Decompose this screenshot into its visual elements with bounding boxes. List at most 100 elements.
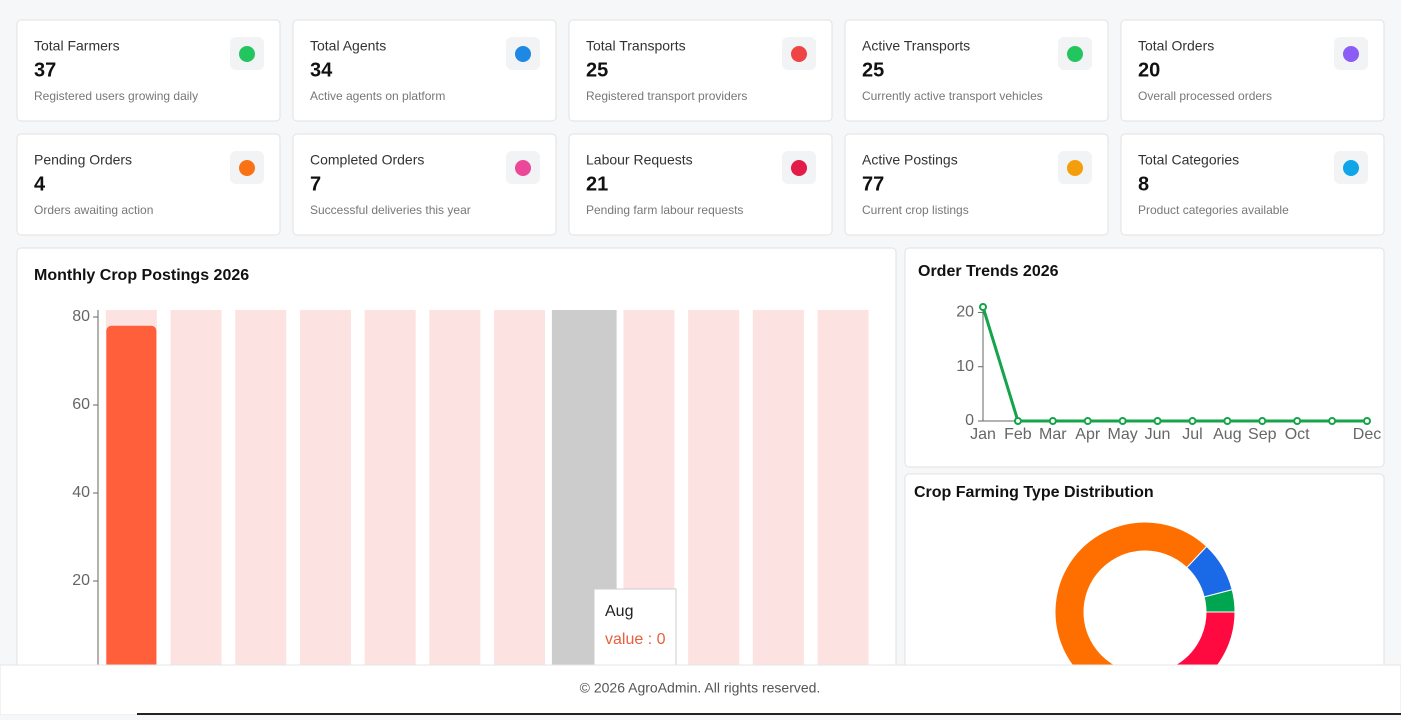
card-subtitle: Active agents on platform xyxy=(310,89,445,103)
y-tick-label: 20 xyxy=(956,304,974,321)
card xyxy=(568,133,833,236)
card-value: 4 xyxy=(34,173,46,195)
point xyxy=(1223,417,1232,425)
card xyxy=(292,19,557,122)
card xyxy=(16,19,281,122)
x-tick-label: Apr xyxy=(1075,426,1101,443)
pie-panel xyxy=(904,473,1385,685)
card-subtitle: Overall processed orders xyxy=(1138,89,1272,103)
bar-background xyxy=(299,310,351,669)
x-tick-label: Dec xyxy=(1353,426,1381,443)
footer-text: © 2026 AgroAdmin. All rights reserved. xyxy=(580,680,821,696)
card-subtitle: Successful deliveries this year xyxy=(310,203,471,217)
chart-title: Crop Farming Type Distribution xyxy=(914,484,1154,501)
card-title: Pending Orders xyxy=(34,152,132,168)
card-title: Completed Orders xyxy=(310,152,424,168)
bar-background xyxy=(752,310,804,669)
x-tick-label: Aug xyxy=(1213,426,1241,443)
card-title: Total Categories xyxy=(1138,152,1239,168)
card xyxy=(1120,19,1385,122)
card xyxy=(16,133,281,236)
card-subtitle: Pending farm labour requests xyxy=(586,203,743,217)
point xyxy=(1188,417,1197,425)
x-tick-label: Jul xyxy=(1182,426,1202,443)
footer xyxy=(0,664,1401,716)
point xyxy=(1048,417,1057,425)
card xyxy=(292,133,557,236)
card-value: 7 xyxy=(310,173,321,195)
line-panel xyxy=(904,247,1385,468)
card-icon xyxy=(1343,160,1359,176)
card-title: Total Farmers xyxy=(34,38,120,54)
card-value: 25 xyxy=(862,59,884,81)
x-tick-label: Jan xyxy=(970,426,996,443)
card-icon xyxy=(791,160,807,176)
card-title: Total Agents xyxy=(310,38,386,54)
card-title: Active Postings xyxy=(862,152,958,168)
x-tick-label: Feb xyxy=(1004,426,1032,443)
point xyxy=(1293,417,1302,425)
card-icon xyxy=(515,160,531,176)
bar-background xyxy=(170,310,222,669)
x-tick-label: Sep xyxy=(1248,426,1277,443)
card-subtitle: Product categories available xyxy=(1138,203,1289,217)
card-value: 34 xyxy=(310,59,333,81)
y-tick-label: 10 xyxy=(956,358,974,375)
card-icon xyxy=(791,46,807,62)
card-subtitle: Orders awaiting action xyxy=(34,203,153,217)
point xyxy=(1083,417,1092,425)
x-tick-label: May xyxy=(1108,426,1138,443)
card xyxy=(844,133,1109,236)
card-subtitle: Registered users growing daily xyxy=(34,89,198,103)
y-tick-label: 0 xyxy=(965,412,974,429)
card-value: 21 xyxy=(586,173,608,195)
card-subtitle: Currently active transport vehicles xyxy=(862,89,1043,103)
card-value: 25 xyxy=(586,59,608,81)
bar-background xyxy=(429,310,481,669)
point xyxy=(1013,417,1022,425)
y-tick-label: 60 xyxy=(72,396,90,413)
card-subtitle: Registered transport providers xyxy=(586,89,747,103)
line xyxy=(981,306,1367,423)
point xyxy=(1118,417,1127,425)
card-icon xyxy=(239,46,255,62)
bar-background xyxy=(364,310,416,669)
card-title: Active Transports xyxy=(862,38,970,54)
chart-title: Order Trends 2026 xyxy=(918,263,1059,280)
card-subtitle: Current crop listings xyxy=(862,203,969,217)
chart-title: Monthly Crop Postings 2026 xyxy=(34,267,249,284)
x-tick-label: Mar xyxy=(1039,426,1067,443)
card-icon xyxy=(1067,46,1083,62)
x-tick-label: Jun xyxy=(1145,426,1171,443)
point xyxy=(1328,417,1337,425)
bar xyxy=(106,325,157,669)
card-title: Total Orders xyxy=(1138,38,1214,54)
card-icon xyxy=(239,160,255,176)
point xyxy=(1363,417,1371,425)
card-title: Total Transports xyxy=(586,38,686,54)
card xyxy=(1120,133,1385,236)
y-tick-label: 80 xyxy=(72,308,90,325)
card-icon xyxy=(1067,160,1083,176)
card-value: 77 xyxy=(862,173,884,195)
bar-background xyxy=(494,310,546,669)
card-value: 37 xyxy=(34,59,56,81)
card-value: 20 xyxy=(1138,59,1160,81)
card-value: 8 xyxy=(1138,173,1149,195)
card-title: Labour Requests xyxy=(586,152,693,168)
point xyxy=(1258,417,1267,425)
tooltip-text: value : 0 xyxy=(605,631,666,648)
y-tick-label: 20 xyxy=(72,572,90,589)
bar-background xyxy=(817,310,869,669)
card xyxy=(568,19,833,122)
tooltip-title: Aug xyxy=(605,603,633,620)
y-tick-label: 40 xyxy=(72,484,90,501)
point xyxy=(1153,417,1162,425)
x-tick-label: Oct xyxy=(1285,426,1310,443)
bar-background xyxy=(235,310,287,669)
card xyxy=(844,19,1109,122)
card-icon xyxy=(1343,46,1359,62)
point xyxy=(979,303,987,311)
